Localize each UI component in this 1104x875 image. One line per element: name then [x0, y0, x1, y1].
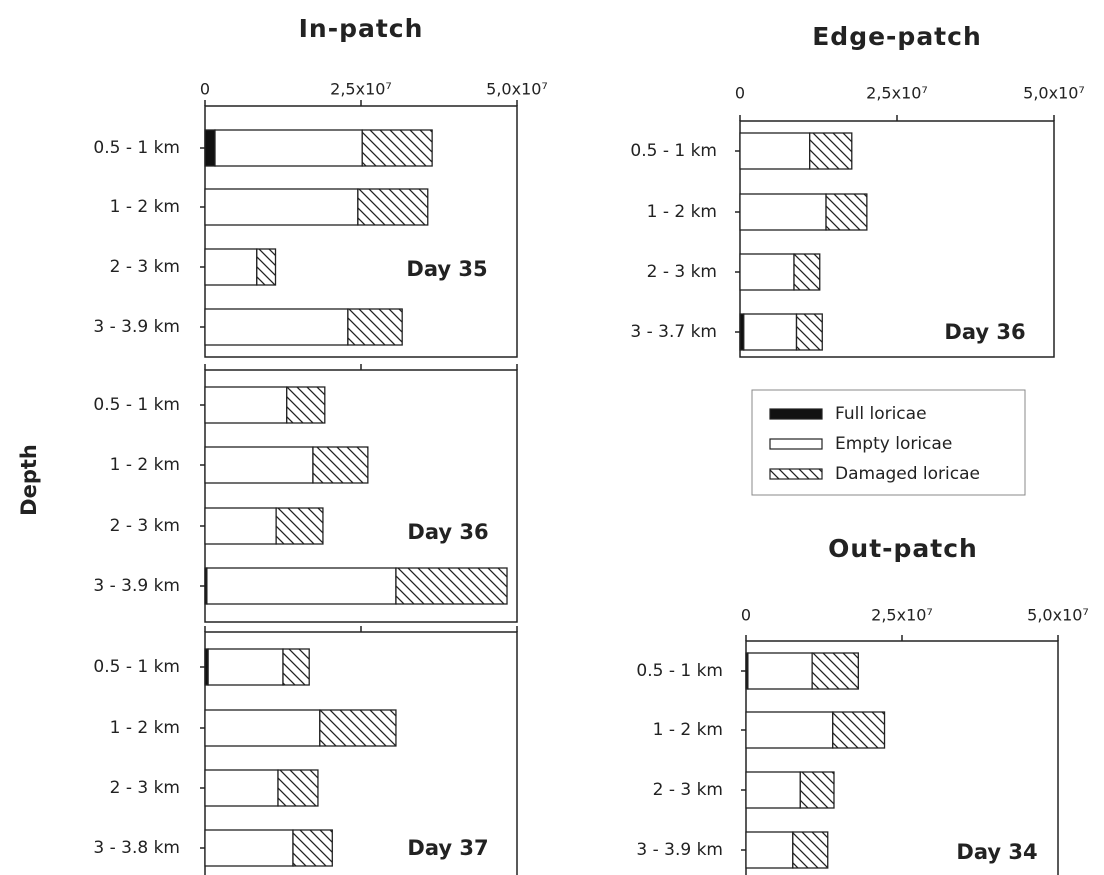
legend-swatch — [769, 438, 823, 450]
x-tick-label: 5,0x10⁷ — [486, 80, 548, 99]
bar-segment — [745, 831, 794, 869]
bar-segment — [795, 313, 823, 351]
y-tick-label: 1 - 2 km — [110, 197, 180, 217]
bar-segment — [204, 308, 349, 346]
day-label: Day 36 — [944, 320, 1025, 344]
bar-segment — [256, 248, 277, 286]
bar-segment — [319, 709, 397, 747]
bar-segment — [312, 446, 369, 484]
bar-segment — [361, 129, 433, 167]
x-tick-label: 2,5x10⁷ — [871, 606, 933, 625]
x-tick-label: 0 — [735, 84, 745, 103]
bar-segment — [739, 193, 827, 231]
y-tick-label: 0.5 - 1 km — [93, 657, 180, 677]
bar-segment — [745, 771, 801, 809]
bar-segment — [204, 829, 294, 867]
bar-segment — [395, 567, 508, 605]
y-tick-label: 2 - 3 km — [110, 516, 180, 536]
bar-segment — [204, 507, 277, 545]
y-tick-label: 0.5 - 1 km — [636, 661, 723, 681]
bar-segment — [204, 129, 216, 167]
bar-segment — [357, 188, 429, 226]
y-tick-label: 0.5 - 1 km — [630, 141, 717, 161]
bar-segment — [275, 507, 324, 545]
bar-segment — [286, 386, 326, 424]
bar-segment — [204, 248, 258, 286]
y-tick-label: 0.5 - 1 km — [93, 138, 180, 158]
y-tick-label: 3 - 3.9 km — [93, 317, 180, 337]
bar-segment — [204, 446, 314, 484]
y-tick-label: 1 - 2 km — [653, 720, 723, 740]
x-tick-label: 2,5x10⁷ — [866, 84, 928, 103]
y-tick-label: 1 - 2 km — [110, 455, 180, 475]
y-tick-label: 3 - 3.9 km — [93, 576, 180, 596]
y-tick-label: 1 - 2 km — [110, 718, 180, 738]
y-tick-label: 2 - 3 km — [110, 257, 180, 277]
bar-segment — [277, 769, 319, 807]
x-tick-label: 2,5x10⁷ — [330, 80, 392, 99]
legend-label: Empty loricae — [835, 434, 952, 454]
bar-segment — [809, 132, 853, 170]
bar-segment — [743, 313, 798, 351]
bar-segment — [825, 193, 868, 231]
bar-segment — [799, 771, 835, 809]
y-tick-label: 1 - 2 km — [647, 202, 717, 222]
bar-segment — [832, 711, 886, 749]
bar-segment — [747, 652, 813, 690]
day-label: Day 34 — [956, 840, 1037, 864]
x-tick-label: 0 — [741, 606, 751, 625]
legend-label: Damaged loricae — [835, 464, 980, 484]
legend-swatch — [769, 468, 823, 480]
panel-title: Edge-patch — [812, 22, 982, 51]
bar-segment — [347, 308, 403, 346]
y-tick-label: 3 - 3.8 km — [93, 838, 180, 858]
y-tick-label: 3 - 3.9 km — [636, 840, 723, 860]
bar-segment — [214, 129, 363, 167]
day-label: Day 37 — [407, 836, 488, 860]
bar-segment — [282, 648, 310, 686]
bar-segment — [739, 253, 795, 291]
bar-segment — [292, 829, 333, 867]
bar-segment — [793, 253, 821, 291]
y-tick-label: 2 - 3 km — [653, 780, 723, 800]
bar-segment — [811, 652, 859, 690]
bar-segment — [204, 709, 321, 747]
legend-label: Full loricae — [835, 404, 927, 424]
day-label: Day 35 — [406, 257, 487, 281]
y-tick-label: 2 - 3 km — [110, 778, 180, 798]
bar-segment — [206, 567, 397, 605]
y-tick-label: 0.5 - 1 km — [93, 395, 180, 415]
panel-title: Out-patch — [828, 534, 978, 563]
x-tick-label: 5,0x10⁷ — [1023, 84, 1085, 103]
bar-segment — [745, 711, 834, 749]
x-tick-label: 0 — [200, 80, 210, 99]
bar-segment — [739, 132, 811, 170]
bar-segment — [207, 648, 284, 686]
panel-title: In-patch — [299, 14, 424, 43]
y-tick-label: 2 - 3 km — [647, 262, 717, 282]
bar-segment — [204, 386, 288, 424]
y-axis-label: Depth — [17, 444, 41, 516]
day-label: Day 36 — [407, 520, 488, 544]
bar-segment — [204, 188, 359, 226]
legend-swatch — [769, 408, 823, 420]
x-tick-label: 5,0x10⁷ — [1027, 606, 1089, 625]
bar-segment — [204, 769, 279, 807]
y-tick-label: 3 - 3.7 km — [630, 322, 717, 342]
bar-segment — [792, 831, 829, 869]
